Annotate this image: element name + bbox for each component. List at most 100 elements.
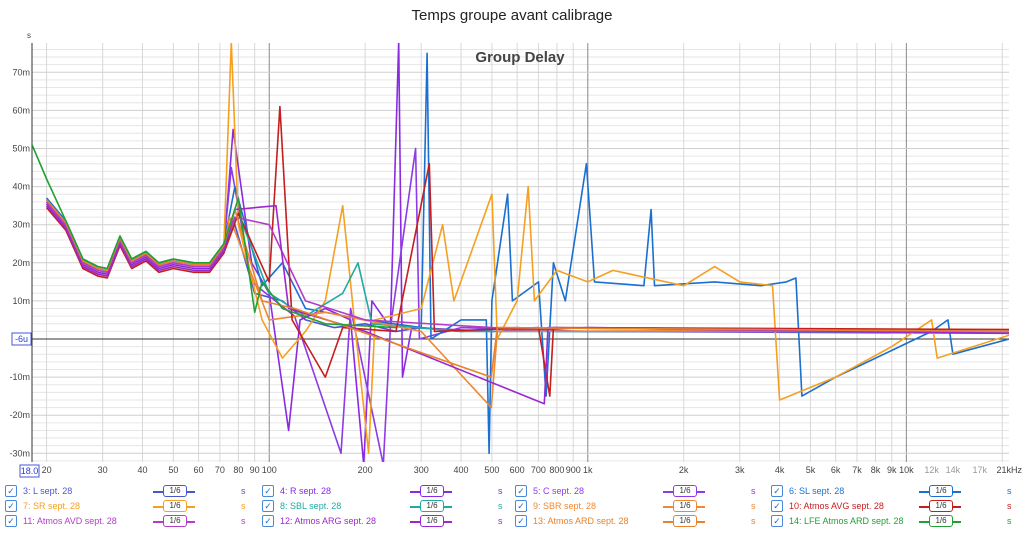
x-tick-label: 4k — [775, 465, 785, 475]
legend-item[interactable]: ✓ 10: Atmos AVG sept. 28 1/6 s — [771, 499, 1021, 513]
x-tick-label: 3k — [735, 465, 745, 475]
smoothing-button[interactable]: 1/6 — [673, 485, 697, 497]
legend-item[interactable]: ✓ 9: SBR sept. 28 1/6 s — [515, 499, 765, 513]
legend-item[interactable]: ✓ 7: SR sept. 28 1/6 s — [5, 499, 255, 513]
smoothing-button[interactable]: 1/6 — [929, 515, 953, 527]
y-tick-label: -20m — [9, 410, 30, 420]
x-tick-label: 8k — [871, 465, 881, 475]
x-tick-label: 40 — [137, 465, 147, 475]
series-unit: s — [1007, 501, 1012, 511]
x-tick-label: 21kHz — [996, 465, 1022, 475]
x-tick-label: 400 — [454, 465, 469, 475]
checkbox[interactable]: ✓ — [262, 500, 274, 512]
series-unit: s — [751, 516, 756, 526]
series-unit: s — [241, 501, 246, 511]
series-name: 8: SBL sept. 28 — [280, 501, 342, 511]
group-delay-chart[interactable]: 70m 60m 50m 40m 30m 20m 10m -10m -20m -30m 20 30 40 5… — [0, 0, 1024, 480]
y-tick-label: 30m — [12, 220, 30, 230]
x-tick-label: 20 — [42, 465, 52, 475]
x-tick-label: 1k — [583, 465, 593, 475]
legend-item[interactable]: ✓ 3: L sept. 28 1/6 s — [5, 484, 255, 498]
plot-area — [32, 43, 1009, 462]
x-tick-label: 5k — [806, 465, 816, 475]
checkbox[interactable]: ✓ — [262, 485, 274, 497]
cursor-y-box — [11, 332, 32, 346]
checkbox[interactable]: ✓ — [5, 500, 17, 512]
cursor-x-label: 18.0 — [21, 466, 39, 476]
series-name: 12: Atmos ARG sept. 28 — [280, 516, 377, 526]
x-tick-label: 6k — [831, 465, 841, 475]
series-name: 7: SR sept. 28 — [23, 501, 81, 511]
x-tick-label: 7k — [852, 465, 862, 475]
y-tick-label: 20m — [12, 258, 30, 268]
series-name: 13: Atmos ARD sept. 28 — [533, 516, 629, 526]
series-name: 6: SL sept. 28 — [789, 486, 845, 496]
series-unit: s — [498, 486, 503, 496]
smoothing-button[interactable]: 1/6 — [420, 485, 444, 497]
smoothing-button[interactable]: 1/6 — [673, 500, 697, 512]
legend-item[interactable]: ✓ 14: LFE Atmos ARD sept. 28 1/6 s — [771, 514, 1021, 528]
legend-item[interactable]: ✓ 13: Atmos ARD sept. 28 1/6 s — [515, 514, 765, 528]
y-tick-label: 40m — [12, 182, 30, 192]
x-tick-label: 800 — [549, 465, 564, 475]
smoothing-button[interactable]: 1/6 — [163, 485, 187, 497]
cursor-x-box — [19, 464, 40, 478]
x-tick-label: 500 — [484, 465, 499, 475]
series-unit: s — [751, 486, 756, 496]
series-unit: s — [498, 501, 503, 511]
x-tick-label: 600 — [510, 465, 525, 475]
x-tick-label: 200 — [358, 465, 373, 475]
y-tick-label: 60m — [12, 105, 30, 115]
series-unit: s — [1007, 516, 1012, 526]
smoothing-button[interactable]: 1/6 — [420, 515, 444, 527]
series-unit: s — [241, 486, 246, 496]
cursor-y-label: -6u — [15, 334, 28, 344]
smoothing-button[interactable]: 1/6 — [673, 515, 697, 527]
x-tick-label: 10k — [899, 465, 914, 475]
x-tick-label: 14k — [946, 465, 961, 475]
smoothing-button[interactable]: 1/6 — [163, 515, 187, 527]
series-unit: s — [1007, 486, 1012, 496]
checkbox[interactable]: ✓ — [771, 515, 783, 527]
legend-item[interactable]: ✓ 11: Atmos AVD sept. 28 1/6 s — [5, 514, 255, 528]
checkbox[interactable]: ✓ — [5, 485, 17, 497]
legend-item[interactable]: ✓ 6: SL sept. 28 1/6 s — [771, 484, 1021, 498]
series-name: 10: Atmos AVG sept. 28 — [789, 501, 884, 511]
series-name: 5: C sept. 28 — [533, 486, 585, 496]
series-name: 9: SBR sept. 28 — [533, 501, 597, 511]
legend-item[interactable]: ✓ 4: R sept. 28 1/6 s — [262, 484, 512, 498]
x-tick-label: 50 — [168, 465, 178, 475]
x-tick-label: 30 — [98, 465, 108, 475]
y-tick-label: 50m — [12, 144, 30, 154]
series-name: 3: L sept. 28 — [23, 486, 73, 496]
y-tick-label: -10m — [9, 372, 30, 382]
legend-item[interactable]: ✓ 5: C sept. 28 1/6 s — [515, 484, 765, 498]
smoothing-button[interactable]: 1/6 — [163, 500, 187, 512]
x-tick-label: 300 — [414, 465, 429, 475]
x-tick-label: 90 — [250, 465, 260, 475]
x-tick-label: 2k — [679, 465, 689, 475]
series-name: 11: Atmos AVD sept. 28 — [23, 516, 117, 526]
x-tick-label: 700 — [531, 465, 546, 475]
smoothing-button[interactable]: 1/6 — [929, 485, 953, 497]
checkbox[interactable]: ✓ — [771, 500, 783, 512]
legend-item[interactable]: ✓ 8: SBL sept. 28 1/6 s — [262, 499, 512, 513]
checkbox[interactable]: ✓ — [771, 485, 783, 497]
checkbox[interactable]: ✓ — [515, 485, 527, 497]
x-tick-label: 17k — [973, 465, 988, 475]
legend-item[interactable]: ✓ 12: Atmos ARG sept. 28 1/6 s — [262, 514, 512, 528]
window-title: Temps groupe avant calibrage — [411, 7, 613, 24]
smoothing-button[interactable]: 1/6 — [420, 500, 444, 512]
series-name: 4: R sept. 28 — [280, 486, 332, 496]
checkbox[interactable]: ✓ — [262, 515, 274, 527]
y-axis-unit: s — [27, 31, 31, 40]
series-name: 14: LFE Atmos ARD sept. 28 — [789, 516, 904, 526]
series-line-10 — [45, 204, 1009, 405]
x-tick-label: 12k — [924, 465, 939, 475]
series-line-11 — [45, 199, 1009, 378]
checkbox[interactable]: ✓ — [515, 500, 527, 512]
smoothing-button[interactable]: 1/6 — [929, 500, 953, 512]
checkbox[interactable]: ✓ — [515, 515, 527, 527]
checkbox[interactable]: ✓ — [5, 515, 17, 527]
series-line-9 — [45, 201, 1009, 333]
